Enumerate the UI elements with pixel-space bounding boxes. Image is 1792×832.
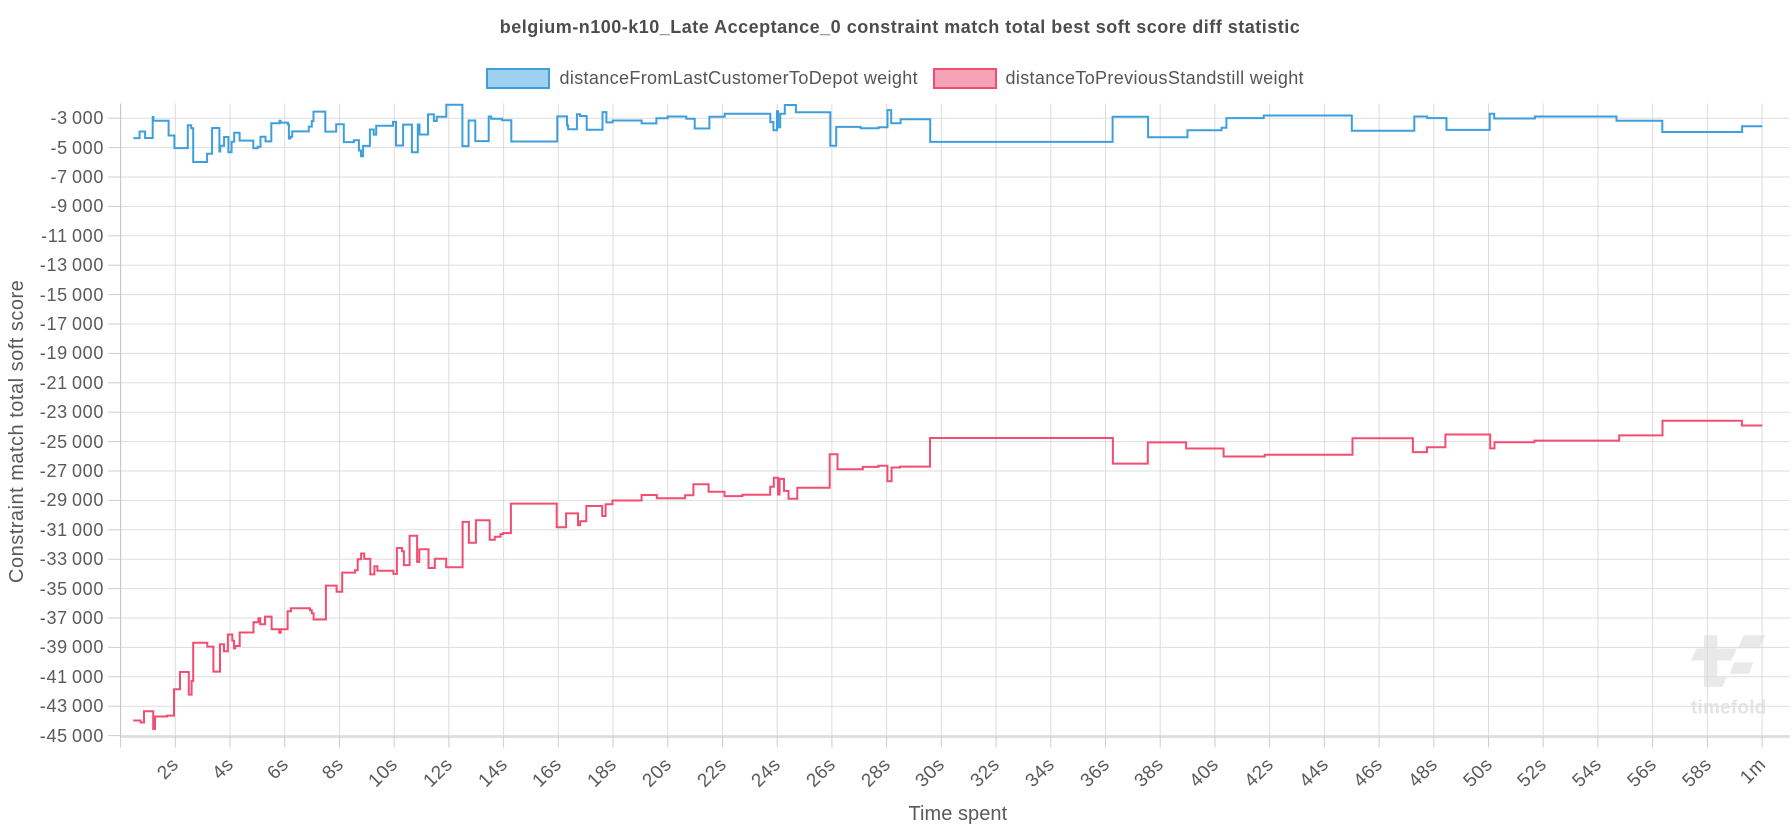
- svg-text:timefold: timefold: [1691, 698, 1767, 719]
